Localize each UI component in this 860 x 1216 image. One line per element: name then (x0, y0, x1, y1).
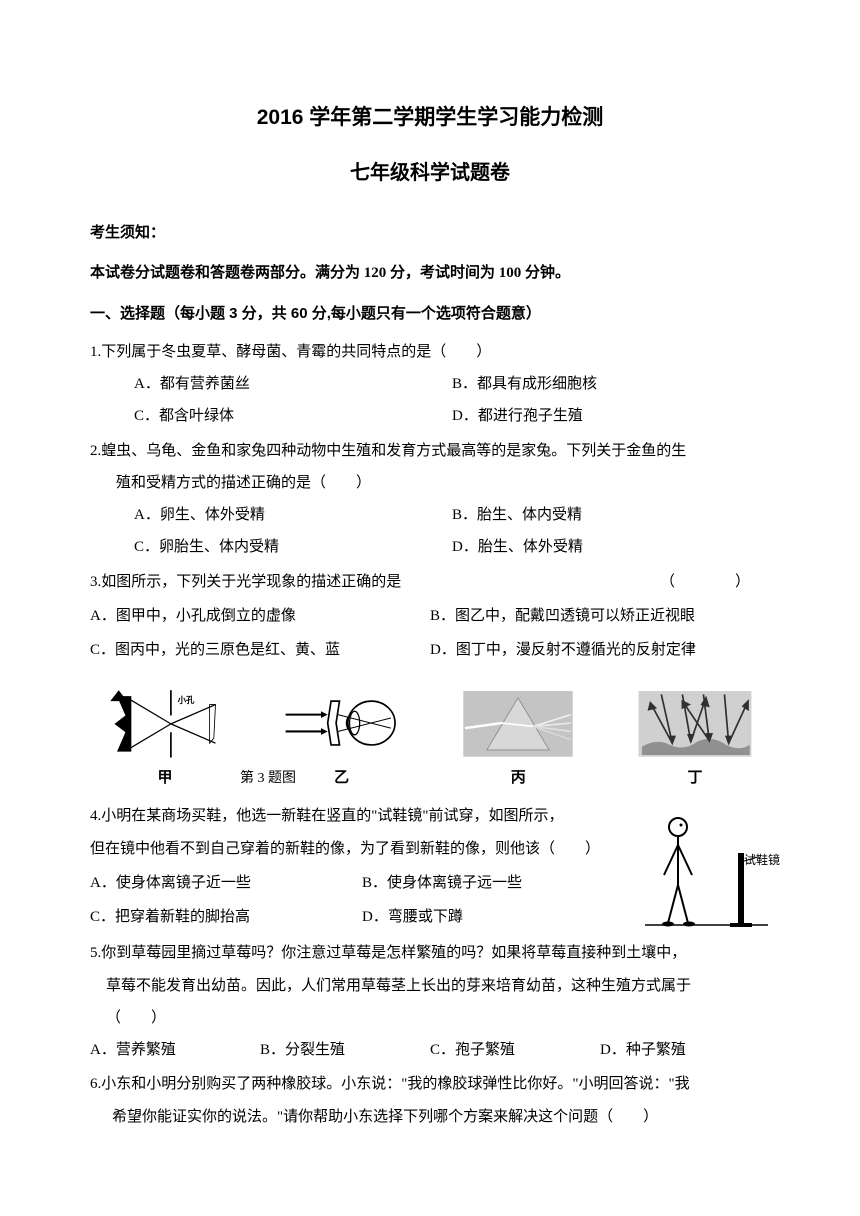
q3-opt-a: A．图甲中，小孔成倒立的虚像 (90, 600, 430, 632)
q3-text: 3.如图所示，下列关于光学现象的描述正确的是 (90, 566, 401, 598)
question-3: 3.如图所示，下列关于光学现象的描述正确的是 （ ） A．图甲中，小孔成倒立的虚… (90, 566, 770, 795)
q3-fig-label: 第 3 题图 (240, 764, 296, 794)
q3-fig-d: 丁 (620, 686, 770, 794)
q3-header: 3.如图所示，下列关于光学现象的描述正确的是 （ ） (90, 566, 770, 598)
q2-opts-row1: A．卵生、体外受精 B．胎生、体内受精 (90, 499, 770, 531)
q5-opt-d: D．种子繁殖 (600, 1034, 770, 1066)
q3-opts-row1: A．图甲中，小孔成倒立的虚像 B．图乙中，配戴凹透镜可以矫正近视眼 (90, 600, 770, 632)
q4-opt-a: A．使身体离镜子近一些 (90, 867, 362, 899)
q4-mirror-label: 试鞋镜 (744, 848, 780, 874)
q3-fig-c: 丙 (443, 686, 593, 794)
q3-opt-b: B．图乙中，配戴凹透镜可以矫正近视眼 (430, 600, 770, 632)
q3-figure-row: 小孔 甲 (90, 674, 770, 794)
q1-opt-d: D．都进行孢子生殖 (452, 400, 770, 432)
question-2: 2.蝗虫、乌龟、金鱼和家兔四种动物中生殖和发育方式最高等的是家兔。下列关于金鱼的… (90, 435, 770, 564)
q1-opts-row1: A．都有营养菌丝 B．都具有成形细胞核 (90, 368, 770, 400)
q4-line2: 但在镜中他看不到自己穿着的新鞋的像，为了看到新鞋的像，则他该（ ） (90, 833, 634, 865)
q4-opts-row1: A．使身体离镜子近一些 B．使身体离镜子远一些 (90, 867, 634, 899)
q5-opts: A．营养繁殖 B．分裂生殖 C．孢子繁殖 D．种子繁殖 (90, 1034, 770, 1066)
q5-line2: 草莓不能发育出幼苗。因此，人们常用草莓茎上长出的芽来培育幼苗，这种生殖方式属于 (90, 970, 770, 1002)
q3-opt-c: C．图丙中，光的三原色是红、黄、蓝 (90, 634, 430, 666)
q5-opt-c: C．孢子繁殖 (430, 1034, 600, 1066)
q2-opt-a: A．卵生、体外受精 (134, 499, 452, 531)
q1-opt-b: B．都具有成形细胞核 (452, 368, 770, 400)
title-sub: 七年级科学试题卷 (90, 152, 770, 195)
q5-opt-b: B．分裂生殖 (260, 1034, 430, 1066)
q2-line1: 2.蝗虫、乌龟、金鱼和家兔四种动物中生殖和发育方式最高等的是家兔。下列关于金鱼的… (90, 435, 770, 467)
q3-opts-row2: C．图丙中，光的三原色是红、黄、蓝 D．图丁中，漫反射不遵循光的反射定律 (90, 634, 770, 666)
q2-opt-d: D．胎生、体外受精 (452, 531, 770, 563)
q3-paren: （ ） (660, 566, 770, 598)
q5-line1: 5.你到草莓园里摘过草莓吗？你注意过草莓是怎样繁殖的吗？如果将草莓直接种到土壤中… (90, 937, 770, 969)
pinhole-label: 小孔 (177, 695, 195, 705)
q3-fig-a: 小孔 甲 (90, 686, 240, 794)
notice-line: 本试卷分试题卷和答题卷两部分。满分为 120 分，考试时间为 100 分钟。 (90, 257, 770, 289)
prism-diagram-icon (443, 686, 593, 762)
q4-opt-c: C．把穿着新鞋的脚抬高 (90, 901, 362, 933)
diffuse-reflection-icon (620, 686, 770, 762)
q2-opts-row2: C．卵胎生、体内受精 D．胎生、体外受精 (90, 531, 770, 563)
pinhole-diagram-icon: 小孔 (90, 686, 240, 762)
q1-opts-row2: C．都含叶绿体 D．都进行孢子生殖 (90, 400, 770, 432)
question-5: 5.你到草莓园里摘过草莓吗？你注意过草莓是怎样繁殖的吗？如果将草莓直接种到土壤中… (90, 937, 770, 1066)
q1-opt-a: A．都有营养菌丝 (134, 368, 452, 400)
q4-opt-b: B．使身体离镜子远一些 (362, 867, 634, 899)
q3-fig-d-label: 丁 (687, 762, 702, 794)
q5-line3: （ ） (90, 1002, 770, 1034)
question-4: 4.小明在某商场买鞋，他选一新鞋在竖直的"试鞋镜"前试穿，如图所示， 但在镜中他… (90, 800, 770, 935)
q4-figure: 试鞋镜 (640, 800, 770, 935)
title-main: 2016 学年第二学期学生学习能力检测 (90, 95, 770, 140)
q4-opt-d: D．弯腰或下蹲 (362, 901, 634, 933)
q3-fig-c-label: 丙 (511, 762, 526, 794)
lens-eye-diagram-icon (267, 686, 417, 762)
question-6: 6.小东和小明分别购买了两种橡胶球。小东说："我的橡胶球弹性比你好。"小明回答说… (90, 1068, 770, 1133)
q6-line1: 6.小东和小明分别购买了两种橡胶球。小东说："我的橡胶球弹性比你好。"小明回答说… (90, 1068, 770, 1100)
section-title: 一、选择题（每小题 3 分，共 60 分,每小题只有一个选项符合题意） (90, 298, 770, 330)
q4-left: 4.小明在某商场买鞋，他选一新鞋在竖直的"试鞋镜"前试穿，如图所示， 但在镜中他… (90, 800, 634, 933)
question-1: 1.下列属于冬虫夏草、酵母菌、青霉的共同特点的是（ ） A．都有营养菌丝 B．都… (90, 336, 770, 433)
q5-opt-a: A．营养繁殖 (90, 1034, 260, 1066)
q2-line2: 殖和受精方式的描述正确的是（ ） (90, 467, 770, 499)
q1-opt-c: C．都含叶绿体 (134, 400, 452, 432)
q3-fig-b-label: 乙 (334, 762, 349, 794)
q2-opt-b: B．胎生、体内受精 (452, 499, 770, 531)
q4-line1: 4.小明在某商场买鞋，他选一新鞋在竖直的"试鞋镜"前试穿，如图所示， (90, 800, 634, 832)
q4-opts-row2: C．把穿着新鞋的脚抬高 D．弯腰或下蹲 (90, 901, 634, 933)
q3-fig-a-label: 甲 (157, 762, 172, 794)
q6-line2: 希望你能证实你的说法。"请你帮助小东选择下列哪个方案来解决这个问题（ ） (90, 1101, 770, 1133)
notice-label: 考生须知： (90, 217, 770, 249)
q1-text: 1.下列属于冬虫夏草、酵母菌、青霉的共同特点的是（ ） (90, 336, 770, 368)
q3-opt-d: D．图丁中，漫反射不遵循光的反射定律 (430, 634, 770, 666)
q2-opt-c: C．卵胎生、体内受精 (134, 531, 452, 563)
